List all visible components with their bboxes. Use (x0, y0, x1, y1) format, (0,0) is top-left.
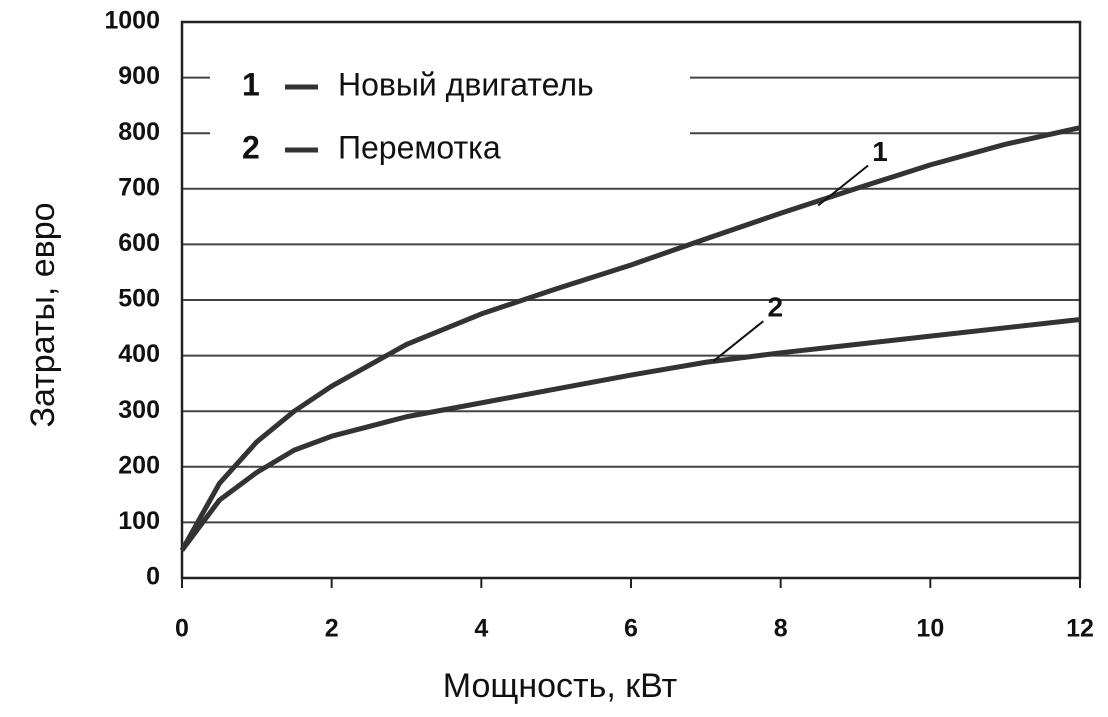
y-tick-label: 600 (118, 229, 160, 257)
legend-label: Перемотка (338, 129, 501, 165)
y-tick-label: 700 (118, 173, 160, 201)
legend-label: Новый двигатель (338, 66, 594, 102)
x-tick-label: 6 (624, 615, 638, 643)
x-tick-label: 2 (325, 615, 339, 643)
annotation: 1 (872, 136, 888, 167)
y-tick-label: 1000 (104, 7, 160, 35)
y-axis-title: Затраты, евро (24, 202, 62, 427)
y-tick-label: 0 (146, 563, 160, 591)
y-tick-label: 900 (118, 62, 160, 90)
y-tick-label: 100 (118, 507, 160, 535)
x-axis-title: Мощность, кВт (443, 667, 677, 705)
x-tick-label: 4 (474, 615, 488, 643)
legend-number: 1 (242, 66, 260, 102)
y-tick-label: 400 (118, 340, 160, 368)
y-tick-label: 200 (118, 451, 160, 479)
x-tick-label: 10 (916, 615, 944, 643)
y-tick-label: 500 (118, 285, 160, 313)
x-tick-label: 12 (1066, 615, 1094, 643)
plot-frame (180, 20, 1082, 580)
y-tick-label: 800 (118, 118, 160, 146)
legend-number: 2 (242, 129, 260, 165)
x-tick-label: 8 (774, 615, 788, 643)
annotation: 2 (768, 292, 784, 323)
annotation-leader (817, 164, 869, 207)
series-line (179, 316, 1081, 552)
series-line (179, 125, 1081, 552)
annotation-leader (712, 320, 764, 362)
y-tick-label: 300 (118, 396, 160, 424)
x-tick-label: 0 (175, 615, 189, 643)
legend-box (210, 55, 690, 185)
